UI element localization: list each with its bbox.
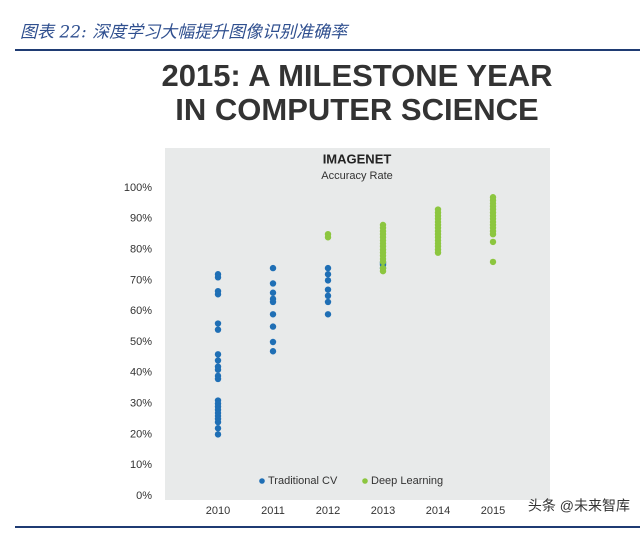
point <box>214 425 222 432</box>
point <box>434 249 442 256</box>
chart-title: 2015: A MILESTONE YEAR <box>161 58 552 93</box>
point <box>214 326 222 333</box>
point <box>214 320 222 327</box>
point <box>379 258 387 266</box>
point <box>214 274 222 281</box>
axis-label: Accuracy Rate <box>321 170 393 182</box>
point <box>269 280 277 287</box>
x-tick-label: 2010 <box>206 505 230 517</box>
point <box>269 298 277 306</box>
y-tick-label: 70% <box>130 274 152 286</box>
point <box>269 348 277 355</box>
point <box>324 234 332 241</box>
y-tick-label: 30% <box>130 398 152 410</box>
watermark: 头条 @未来智库 <box>528 498 630 514</box>
point <box>489 258 497 266</box>
y-tick-label: 10% <box>130 459 152 471</box>
point <box>489 231 497 238</box>
header-title: 图表 22: 深度学习大幅提升图像识别准确率 <box>20 23 350 43</box>
point <box>214 431 222 438</box>
point <box>324 298 332 306</box>
point <box>269 323 277 330</box>
point <box>214 418 222 426</box>
point <box>379 267 387 275</box>
point <box>489 238 497 246</box>
x-tick-label: 2013 <box>371 505 395 517</box>
y-tick-label: 50% <box>130 336 152 348</box>
y-tick-label: 40% <box>130 367 152 379</box>
point <box>269 264 277 272</box>
y-tick-label: 60% <box>130 305 152 317</box>
x-tick-label: 2011 <box>261 505 285 517</box>
x-tick-label: 2014 <box>426 505 450 517</box>
legend-marker <box>259 478 265 484</box>
y-tick-label: 0% <box>136 490 152 502</box>
point <box>324 286 332 293</box>
point <box>269 338 277 346</box>
chart-title: IN COMPUTER SCIENCE <box>175 92 538 127</box>
y-tick-label: 90% <box>130 213 152 225</box>
point <box>324 264 332 272</box>
point <box>324 311 332 318</box>
chart-subtitle: IMAGENET <box>323 151 392 166</box>
point <box>324 271 332 278</box>
point <box>269 289 277 296</box>
point <box>324 292 332 299</box>
point <box>214 291 222 298</box>
y-tick-label: 20% <box>130 428 152 440</box>
point <box>214 357 222 364</box>
y-tick-label: 80% <box>130 244 152 256</box>
point <box>269 311 277 318</box>
y-tick-label: 100% <box>124 182 152 194</box>
point <box>214 375 222 383</box>
point <box>214 366 222 373</box>
point <box>324 277 332 284</box>
x-tick-label: 2015 <box>481 505 505 517</box>
legend-marker <box>362 478 368 484</box>
legend-label: Traditional CV <box>268 475 338 487</box>
x-tick-label: 2012 <box>316 505 340 517</box>
plot-background <box>165 148 550 500</box>
legend-label: Deep Learning <box>371 475 443 487</box>
point <box>214 351 222 358</box>
